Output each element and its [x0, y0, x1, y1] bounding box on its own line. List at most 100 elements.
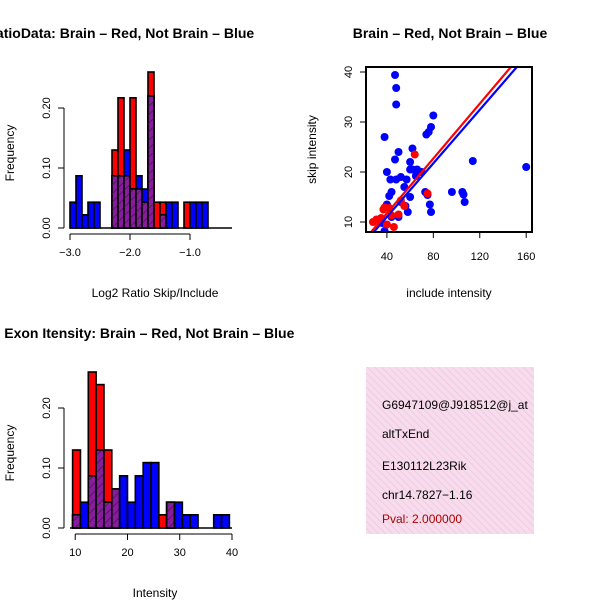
bar-not-brain	[87, 201, 95, 229]
gene-name: E130112L23Rik	[382, 459, 468, 473]
point-not-brain	[387, 188, 396, 196]
point-brain	[400, 202, 409, 210]
bar-not-brain	[181, 513, 191, 529]
point-brain	[380, 203, 389, 212]
y-tick-label: 0.00	[41, 517, 53, 538]
bar-brain	[183, 201, 191, 229]
bar-not-brain	[69, 201, 77, 229]
event-type: altTxEnd	[382, 427, 429, 441]
y-tick-label: 0.20	[41, 397, 53, 418]
bar-not-brain	[212, 513, 223, 529]
bar-not-brain	[79, 501, 90, 529]
x-tick-label: 20	[121, 547, 133, 559]
bar-not-brain	[220, 513, 231, 529]
point-not-brain	[402, 175, 411, 184]
point-not-brain	[447, 188, 456, 196]
bar-not-brain	[189, 201, 197, 229]
bar-overlap-hatch	[148, 96, 154, 228]
bar-overlap-hatch	[112, 175, 118, 228]
bar-overlap-hatch	[136, 189, 142, 228]
point-not-brain	[427, 123, 436, 131]
y-tick-label: 0.00	[41, 217, 53, 238]
bar-not-brain	[142, 461, 152, 529]
bar-not-brain	[150, 461, 160, 529]
point-not-brain	[392, 100, 401, 109]
point-not-brain	[408, 144, 417, 153]
bar-overlap-hatch	[166, 502, 175, 528]
bar-not-brain	[118, 474, 129, 529]
bar-overlap-hatch	[96, 450, 104, 528]
bar-overlap-hatch	[142, 202, 148, 228]
info-box-background	[366, 367, 534, 534]
x-tick-label: 120	[471, 251, 489, 263]
y-tick-label: 0.10	[41, 457, 53, 478]
point-not-brain	[460, 198, 469, 206]
bar-not-brain	[75, 175, 83, 229]
point-not-brain	[406, 158, 415, 166]
bar-not-brain	[189, 513, 199, 529]
y-axis-label: Frequency	[3, 125, 17, 182]
point-brain	[423, 189, 432, 198]
point-brain	[410, 150, 419, 159]
x-tick-label: 30	[174, 547, 186, 559]
pval-label: Pval: 2.000000	[382, 512, 462, 526]
fit-line-brain	[369, 67, 513, 232]
plot-frame	[365, 66, 533, 233]
bar-overlap-hatch	[130, 189, 136, 228]
x-tick-label: 40	[226, 547, 238, 559]
point-not-brain	[392, 84, 401, 92]
plot-area	[368, 67, 531, 232]
bar-overlap-hatch	[160, 214, 166, 228]
y-tick-label: 0.10	[41, 157, 53, 178]
bar-not-brain	[126, 501, 137, 529]
x-tick-label: 80	[427, 251, 439, 263]
bar-not-brain	[81, 214, 89, 229]
chart-title: RatioData: Brain – Red, Not Brain – Blue	[0, 25, 254, 41]
probe-id: G6947109@J918512@j_at	[382, 398, 528, 412]
point-not-brain	[427, 208, 436, 216]
info-box: G6947109@J918512@j_at altTxEnd E130112L2…	[366, 367, 534, 534]
x-tick-label: −3.0	[59, 247, 81, 259]
x-axis-label: Log2 Ratio Skip/Include	[92, 286, 219, 300]
x-axis-label: Intensity	[133, 586, 178, 600]
y-tick-label: 20	[343, 166, 355, 178]
y-tick-label: 30	[343, 116, 355, 128]
point-not-brain	[380, 133, 389, 141]
x-axis-label: include intensity	[406, 286, 491, 300]
exon-intensity-histogram: 0.00 0.10 0.20 10 20 30 40 Average Exon Itensit…	[0, 325, 295, 600]
bar-not-brain	[173, 501, 184, 529]
point-not-brain	[391, 155, 400, 164]
point-brain	[394, 210, 403, 219]
location: chr14.7827−1.16	[382, 488, 473, 502]
y-axis-label: skip intensity	[305, 115, 319, 184]
x-tick-label: −2.0	[119, 247, 141, 259]
x-tick-label: 40	[381, 251, 393, 263]
point-not-brain	[425, 200, 434, 209]
point-brain	[382, 220, 391, 229]
point-not-brain	[429, 111, 438, 120]
bar-not-brain	[165, 201, 173, 229]
point-brain	[389, 223, 398, 231]
bar-not-brain	[195, 201, 203, 229]
bar-not-brain	[93, 201, 101, 229]
fit-line-not-brain	[372, 67, 519, 232]
ratio-histogram: 0.00 0.10 0.20 −3.0 −2.0 −1.0 RatioData: Brain…	[0, 25, 254, 300]
y-tick-label: 0.20	[41, 97, 53, 118]
y-tick-label: 40	[343, 66, 355, 78]
bar-overlap-hatch	[124, 175, 130, 228]
bar-overlap-hatch	[88, 475, 97, 528]
bar-not-brain	[201, 201, 209, 229]
point-not-brain	[394, 148, 403, 156]
point-not-brain	[468, 157, 477, 165]
bar-overlap-hatch	[118, 175, 124, 228]
point-not-brain	[459, 190, 468, 199]
bar-overlap-hatch	[103, 502, 112, 528]
point-not-brain	[382, 168, 391, 176]
point-not-brain	[406, 193, 415, 201]
x-tick-label: −1.0	[179, 247, 201, 259]
x-tick-label: 160	[517, 251, 535, 263]
point-not-brain	[522, 163, 531, 171]
point-not-brain	[403, 208, 412, 216]
bar-not-brain	[171, 201, 179, 229]
